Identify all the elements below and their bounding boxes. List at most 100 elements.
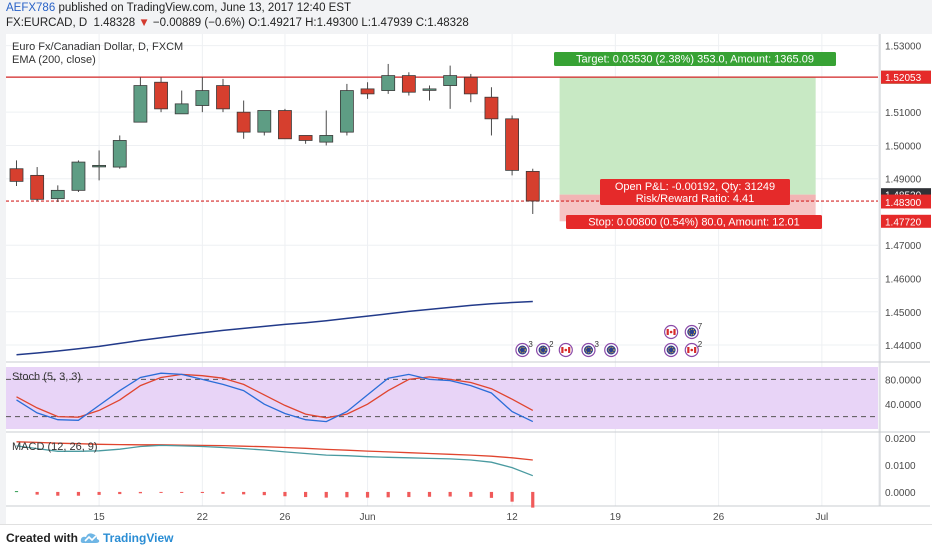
target-label-bg: [554, 52, 836, 66]
ca-flag-leaf: [669, 330, 673, 334]
candle-down: [525, 170, 540, 202]
candle-down: [9, 168, 24, 182]
event-count: 2: [549, 340, 554, 349]
price-tick-label: 1.45000: [885, 308, 922, 319]
macd-histogram-bar: [221, 491, 225, 494]
candle-down: [360, 88, 375, 95]
macd-histogram-bar: [56, 491, 60, 496]
macd-tick-label: 0.0200: [885, 434, 916, 445]
footer-bar: Created with TradingView: [0, 524, 932, 550]
symbol-line: FX:EURCAD, D 1.48328 ▼ −0.00889 (−0.6%) …: [6, 17, 469, 29]
price-label-text: 1.48300: [885, 198, 922, 209]
ohlc-values: O:1.49217 H:1.49300 L:1.47939 C:1.48328: [248, 17, 469, 29]
ca-event-icon: [664, 324, 679, 340]
created-with-label: Created with: [6, 531, 79, 545]
main-chart-title: Euro Fx/Canadian Dollar, D, FXCM: [12, 41, 183, 53]
eu-flag-stars: [667, 346, 675, 354]
price-tick-label: 1.50000: [885, 141, 922, 152]
time-tick-label: 26: [279, 512, 291, 523]
candle-down: [484, 96, 499, 120]
ca-flag-bar: [568, 347, 571, 353]
stoch-tick-label: 80.0000: [885, 375, 922, 386]
time-tick-label: 22: [197, 512, 209, 523]
price-tick-label: 1.46000: [885, 275, 922, 286]
time-tick-label: 12: [507, 512, 519, 523]
macd-histogram-bar: [489, 491, 494, 498]
tradingview-cloud-icon: [80, 533, 100, 543]
eu-event-icon: 2: [535, 340, 554, 358]
candle-down: [30, 174, 45, 200]
macd-histogram-bar: [345, 491, 349, 498]
macd-histogram-bar: [200, 491, 204, 494]
eu-event-icon: 3: [581, 340, 600, 358]
target-label-text: Target: 0.03530 (2.38%) 353.0, Amount: 1…: [576, 54, 814, 66]
macd-histogram-bar: [448, 491, 452, 497]
last-price: 1.48328: [93, 17, 136, 29]
risk-reward-text: Risk/Reward Ratio: 4.41: [636, 193, 755, 205]
macd-tick-label: 0.0000: [885, 488, 916, 499]
macd-histogram-bar: [35, 491, 39, 495]
macd-histogram-bar: [510, 491, 514, 502]
price-label: 1.48300: [881, 195, 931, 209]
candle-down: [298, 135, 313, 141]
stoch-band: [6, 367, 878, 429]
eu-event-icon: [604, 342, 619, 358]
candle-up: [92, 164, 106, 168]
time-tick-label: 19: [610, 512, 622, 523]
candle-up: [443, 75, 458, 86]
eu-flag-stars: [519, 346, 526, 354]
price-tick-label: 1.53000: [885, 42, 922, 53]
candle-up: [319, 135, 334, 143]
price-label-bg: [881, 214, 931, 228]
macd-histogram-bar: [324, 491, 328, 498]
candle-down: [505, 118, 520, 171]
eu-event-icon: 7: [684, 322, 703, 340]
macd-histogram-bar: [365, 491, 370, 498]
candle-down: [463, 76, 478, 95]
macd-histogram-bar: [531, 491, 535, 508]
price-label: 1.47720: [881, 214, 931, 228]
event-count: 2: [698, 340, 703, 349]
event-count: 3: [595, 340, 600, 349]
macd-histogram-bar: [386, 491, 390, 498]
author-link[interactable]: AEFX786: [6, 2, 56, 14]
price-label-bg: [881, 195, 931, 209]
time-axis-background: [6, 506, 932, 524]
eu-event-icon: 3: [515, 340, 533, 358]
chart-header: AEFX786 published on TradingView.com, Ju…: [0, 0, 932, 34]
stoch-tick-label: 40.0000: [885, 400, 922, 411]
open-pnl-label: Open P&L: -0.00192, Qty: 31249Risk/Rewar…: [600, 179, 790, 205]
eu-flag-stars: [607, 346, 615, 354]
ca-flag-leaf: [564, 348, 568, 352]
macd-tick-label: 0.0100: [885, 461, 916, 472]
macd-histogram-bar: [304, 491, 308, 498]
ca-flag-leaf: [690, 348, 694, 352]
eu-flag-stars: [539, 346, 547, 354]
price-tick-label: 1.44000: [885, 341, 922, 352]
tradingview-brand[interactable]: TradingView: [103, 531, 174, 545]
candle-down: [216, 85, 230, 110]
ca-event-icon: [558, 342, 573, 358]
price-change: −0.00889 (−0.6%): [152, 17, 245, 29]
macd-histogram-bar: [180, 491, 184, 493]
price-label-text: 1.52053: [885, 73, 922, 84]
macd-signal-line: [16, 441, 533, 461]
chart-canvas[interactable]: 3 2 3 7 2 Target: 0.03530 (2.38%) 353.0, Amou…: [0, 34, 932, 524]
stoch-k-line: [16, 372, 534, 423]
candle-up: [174, 103, 189, 115]
macd-histogram-bar: [469, 491, 473, 497]
candle-up: [257, 110, 272, 133]
ca-flag-bar: [666, 329, 669, 335]
stoch-title: Stoch (5, 3, 3): [12, 371, 81, 383]
candle-down: [236, 111, 251, 133]
down-arrow-icon: ▼: [138, 17, 150, 29]
macd-histogram-bar: [242, 491, 246, 495]
time-tick-label: Jun: [359, 512, 375, 523]
target-zone: [559, 77, 816, 195]
macd-histogram-bar: [118, 491, 122, 495]
candle-up: [133, 85, 148, 123]
ca-flag-bar: [694, 347, 697, 353]
event-count: 3: [528, 340, 533, 349]
eu-flag-stars: [688, 328, 696, 336]
candle-down: [154, 81, 168, 110]
